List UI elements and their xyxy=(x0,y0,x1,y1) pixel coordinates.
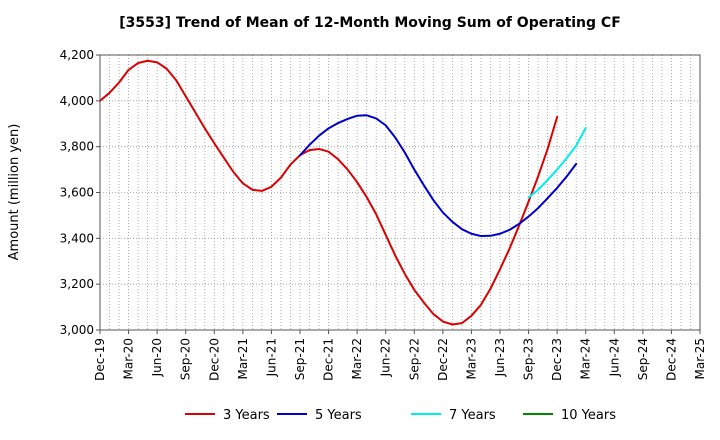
legend-label-5-years: 5 Years xyxy=(315,408,362,423)
x-tick-label: Dec-23 xyxy=(550,338,564,381)
legend-label-3-years: 3 Years xyxy=(223,408,270,423)
y-tick-label: 4,200 xyxy=(60,48,94,62)
x-tick-label: Dec-20 xyxy=(207,338,221,381)
x-tick-label: Mar-20 xyxy=(122,338,136,379)
x-tick-label: Jun-23 xyxy=(493,338,507,377)
x-tick-label: Jun-21 xyxy=(264,338,278,377)
x-tick-label: Jun-22 xyxy=(379,338,393,377)
y-tick-label: 3,600 xyxy=(60,186,94,200)
x-tick-label: Mar-21 xyxy=(236,338,250,379)
x-tick-label: Dec-24 xyxy=(664,338,678,381)
series-line-5-years xyxy=(299,114,578,238)
legend-label-7-years: 7 Years xyxy=(449,408,496,423)
y-tick-label: 3,400 xyxy=(60,231,94,245)
x-ticks: Dec-19 Mar-20 Jun-20 Sep-20 Dec-20 Mar-21 Jun-… xyxy=(93,330,707,381)
x-tick-label: Dec-19 xyxy=(93,338,107,381)
grid xyxy=(100,55,700,330)
x-tick-label: Jun-20 xyxy=(150,338,164,377)
x-tick-label: Sep-20 xyxy=(179,338,193,380)
x-tick-label: Dec-21 xyxy=(322,338,336,381)
series-line-7-years xyxy=(527,126,587,199)
chart-title: [3553] Trend of Mean of 12-Month Moving … xyxy=(119,15,621,31)
y-tick-label: 3,800 xyxy=(60,140,94,154)
x-tick-label: Mar-24 xyxy=(579,338,593,379)
y-tick-label: 3,200 xyxy=(60,277,94,291)
y-ticks: 3,000 3,200 3,400 3,600 3,800 4,000 4,200 xyxy=(60,48,100,337)
x-tick-label: Jun-24 xyxy=(607,338,621,377)
x-tick-label: Sep-23 xyxy=(522,338,536,380)
legend: 3 Years 5 Years 7 Years 10 Years xyxy=(185,408,616,423)
y-tick-label: 4,000 xyxy=(60,94,94,108)
series-line-3-years xyxy=(99,59,559,326)
legend-label-10-years: 10 Years xyxy=(561,408,616,423)
series-group xyxy=(99,59,587,326)
y-axis-label: Amount (million yen) xyxy=(7,124,22,261)
x-tick-label: Sep-21 xyxy=(293,338,307,380)
x-tick-label: Sep-22 xyxy=(407,338,421,380)
x-tick-label: Sep-24 xyxy=(636,338,650,380)
x-tick-label: Mar-22 xyxy=(350,338,364,379)
x-tick-label: Dec-22 xyxy=(436,338,450,381)
x-tick-label: Mar-23 xyxy=(464,338,478,379)
y-tick-label: 3,000 xyxy=(60,323,94,337)
x-tick-label: Mar-25 xyxy=(693,338,707,379)
